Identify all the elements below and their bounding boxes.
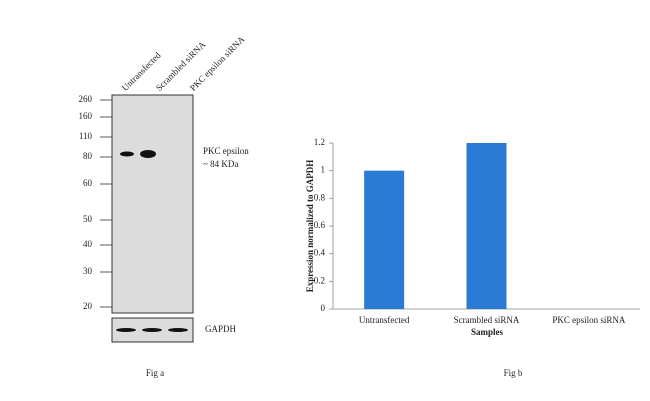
marker-label: 110 xyxy=(79,131,93,141)
x-tick-label: Scrambled siRNA xyxy=(454,315,520,325)
y-tick-label: 0.2 xyxy=(314,275,325,285)
marker-label: 40 xyxy=(83,239,93,249)
y-tick-label: 0 xyxy=(321,303,326,313)
x-tick-label: PKC epsilon siRNA xyxy=(552,315,626,325)
x-tick-label: Untransfected xyxy=(359,315,410,325)
marker-label: 20 xyxy=(83,301,93,311)
bar xyxy=(466,143,507,309)
x-axis-label: Samples xyxy=(471,327,504,337)
marker-label: 60 xyxy=(83,178,93,188)
y-tick-label: 0.6 xyxy=(314,220,326,230)
bands xyxy=(116,150,188,332)
y-axis-label: Expression normalized to GAPDH xyxy=(305,160,315,293)
band xyxy=(140,150,156,158)
loading-control-label: GAPDH xyxy=(205,324,237,334)
bar xyxy=(364,170,405,309)
marker-label: 50 xyxy=(83,214,93,224)
blot-panel xyxy=(111,94,194,314)
band-label: PKC epsilon xyxy=(203,146,249,156)
marker-label: 260 xyxy=(79,94,93,104)
marker-label: 80 xyxy=(83,151,93,161)
y-tick-label: 1.2 xyxy=(314,137,325,147)
marker-label: 30 xyxy=(83,266,93,276)
band xyxy=(116,328,136,332)
band xyxy=(142,328,162,332)
y-tick-label: 0.4 xyxy=(314,248,326,258)
y-tick-label: 1 xyxy=(321,165,326,175)
caption: Fig a xyxy=(146,368,164,378)
band xyxy=(120,151,134,157)
marker-label: 160 xyxy=(79,111,93,121)
caption: Fig b xyxy=(504,368,523,378)
y-tick-label: 0.8 xyxy=(314,192,326,202)
band xyxy=(168,328,188,332)
band-label: ~ 84 KDa xyxy=(203,159,238,169)
